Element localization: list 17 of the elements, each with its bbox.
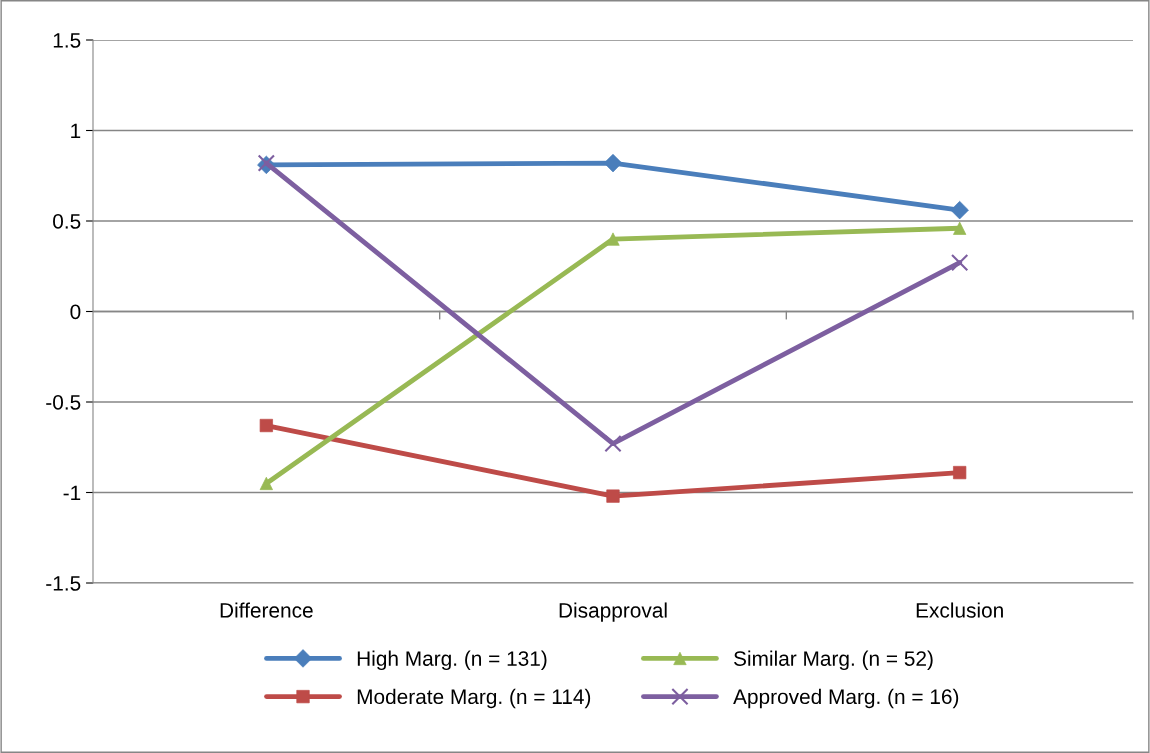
y-tick-label: -0.5 — [46, 395, 81, 410]
legend-label: Moderate Marg. (n = 114) — [357, 688, 591, 709]
x-tick-label: Exclusion — [916, 602, 1003, 618]
y-tick-label: 1.5 — [53, 33, 81, 48]
legend-label: Similar Marg. (n = 52) — [734, 650, 933, 671]
y-tick-label: 1 — [71, 123, 81, 139]
x-tick-label: Disapproval — [559, 602, 667, 622]
legend-label: High Marg. (n = 131) — [357, 650, 547, 671]
point — [953, 465, 967, 480]
legend-label: Approved Marg. (n = 16) — [733, 688, 959, 709]
point — [604, 434, 622, 453]
point — [950, 253, 969, 272]
y-tick-label: 0 — [70, 304, 81, 320]
y-tick-label: -1.5 — [46, 576, 81, 591]
y-tick-label: -1 — [63, 485, 81, 501]
y-tick-label: 0.5 — [53, 214, 81, 229]
x-tick-label: Difference — [220, 602, 313, 618]
